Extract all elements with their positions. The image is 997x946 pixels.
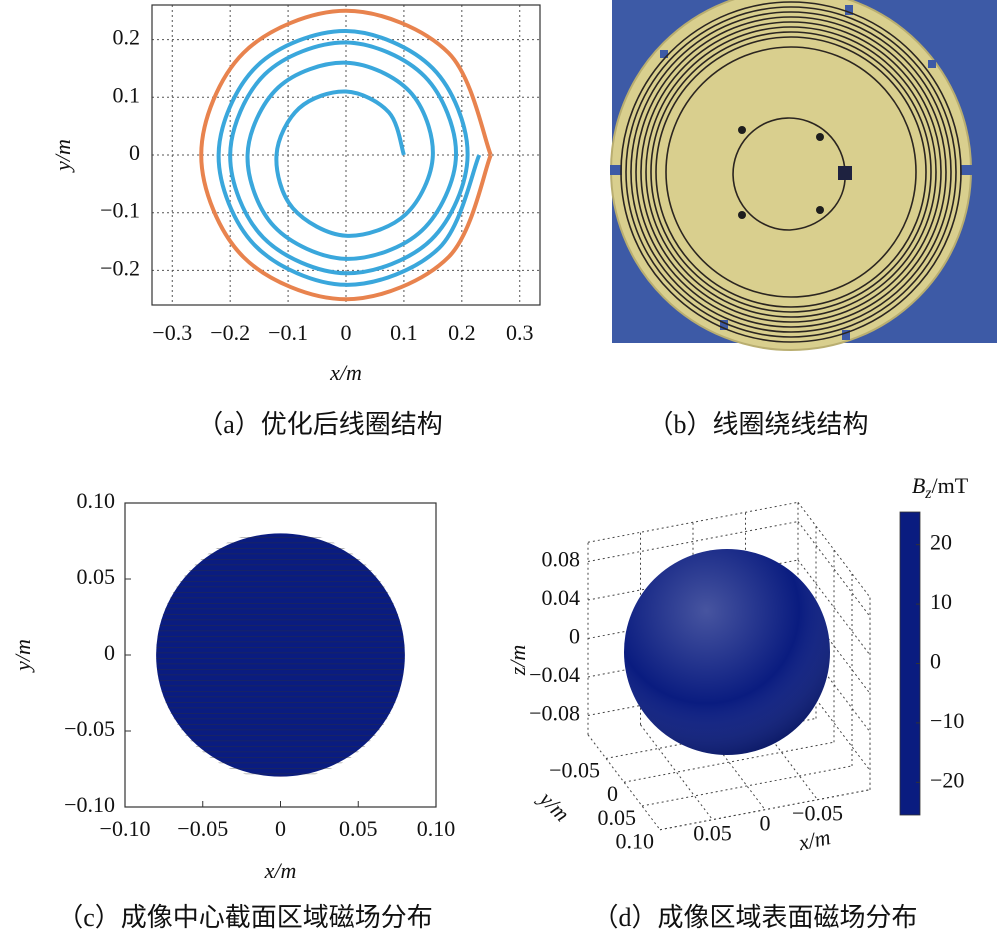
caption: （b）线圈绕线结构 [647,410,868,439]
y-tick-label: 0.10 [616,829,655,854]
colorbar-label-unit: /mT [932,473,969,498]
sphere-shading [624,549,830,755]
y-axis-label: y/m [10,639,35,673]
y-tick-label: 0 [607,781,618,806]
x-tick-label: 0.05 [339,816,378,841]
z-tick-label: −0.08 [529,701,580,726]
x-axis-label: x/m [329,360,362,385]
colorbar-tick-label: 20 [930,530,952,555]
y-tick-label: 0.05 [598,805,637,830]
x-tick-label: −0.10 [100,816,151,841]
plot-lines [199,8,493,302]
x-tick-label: 0.05 [693,821,732,846]
y-axis-label: y/m [50,139,75,173]
x-tick-label: 0 [341,320,352,345]
y-tick-label: 0 [129,140,140,165]
axis-line [659,789,871,831]
y-tick-label: 0.1 [113,82,141,107]
z-axis-label: z/m [505,645,530,677]
y-tick-label: −0.05 [64,716,115,741]
y-tick-label: −0.2 [100,255,140,280]
x-tick-label: 0.3 [506,320,534,345]
y-tick-label: −0.05 [549,757,600,782]
x-tick-label: −0.3 [152,320,192,345]
x-tick-label: 0 [760,811,771,836]
z-tick-label: 0 [569,624,580,649]
y-axis-label: y/m [533,785,575,827]
grid-line [587,521,799,563]
grid-line [641,765,853,807]
z-tick-label: 0.08 [542,547,581,572]
x-tick-label: −0.05 [792,801,843,826]
x-axis-label: x/m [264,858,297,883]
y-tick-label: −0.1 [100,198,140,223]
colorbar-tick-label: 0 [930,649,941,674]
caption: （c）成像中心截面区域磁场分布 [57,903,433,932]
colorbar-label-symbol: B [912,473,925,498]
colorbar-tick-label: 10 [930,589,952,614]
x-tick-label: 0 [275,816,286,841]
coil-line [216,28,482,287]
y-tick-label: 0.2 [113,25,141,50]
x-axis-label: x/m [795,824,832,855]
colorbar-tick-label: −10 [930,708,964,733]
coil-photo [610,0,997,351]
field-region [156,533,405,777]
axis-line [587,501,799,543]
x-tick-label: −0.2 [210,320,250,345]
colorbar-label-subscript: z [924,485,932,502]
y-tick-label: −0.10 [64,792,115,817]
x-tick-label: 0.10 [417,816,456,841]
caption: （a）优化后线圈结构 [197,410,443,439]
coil-line [199,8,493,302]
x-tick-label: −0.05 [177,816,228,841]
caption: （d）成像区域表面磁场分布 [592,903,917,932]
y-tick-label: 0.05 [77,564,116,589]
plot-frame [151,4,541,306]
x-tick-label: 0.1 [390,320,418,345]
colorbar-tick-label: −20 [930,767,964,792]
colorbar-label: Bz/mT [912,473,969,502]
x-tick-label: 0.2 [448,320,476,345]
y-tick-label: 0 [104,640,115,665]
z-tick-label: 0.04 [542,585,581,610]
grid-line [623,741,835,783]
y-tick-label: 0.10 [77,488,116,513]
x-tick-label: −0.1 [268,320,308,345]
z-tick-label: −0.04 [529,662,580,687]
